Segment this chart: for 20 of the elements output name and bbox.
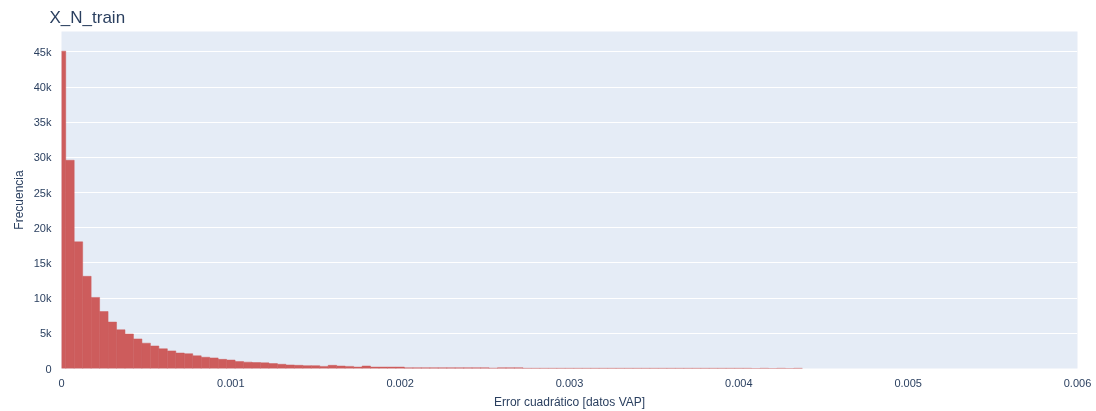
y-tick-label: 5k	[39, 327, 52, 340]
y-tick-label: 30k	[33, 151, 52, 164]
y-tick-label: 15k	[33, 256, 52, 269]
x-tick-label: 0.001	[217, 376, 245, 389]
y-tick-label: 25k	[33, 186, 52, 199]
chart-title: X_N_train	[49, 7, 126, 27]
x-tick-label: 0.003	[555, 376, 584, 389]
x-tick-label: 0.006	[1063, 376, 1092, 389]
x-tick-label: 0.002	[386, 376, 414, 389]
y-axis-title: Frecuencia	[11, 169, 26, 230]
y-tick-label: 20k	[33, 221, 52, 234]
y-tick-label: 40k	[33, 81, 52, 94]
x-axis-title: Error cuadrático [datos VAP]	[493, 394, 646, 409]
y-tick-label: 10k	[33, 292, 52, 305]
y-tick-label: 35k	[33, 116, 52, 129]
x-tick-label: 0	[58, 376, 65, 389]
x-tick-label: 0.005	[894, 376, 922, 389]
y-tick-label: 45k	[33, 45, 52, 58]
y-tick-label: 0	[45, 362, 52, 375]
x-tick-label: 0.004	[725, 376, 753, 389]
